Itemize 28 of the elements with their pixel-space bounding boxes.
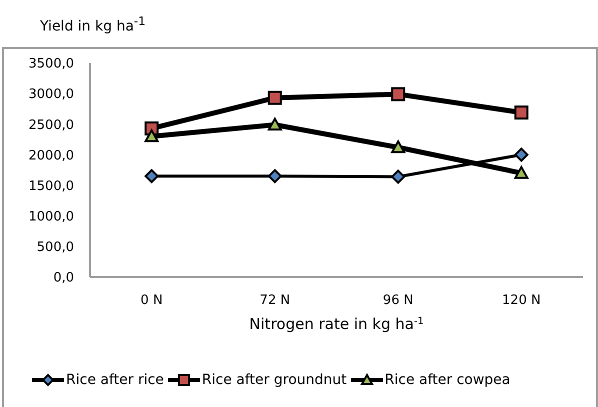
y-tick-label: 3000,0 [28,87,74,102]
legend-label: Rice after rice [66,372,164,388]
point [391,170,406,184]
point [268,169,282,184]
point [144,169,159,184]
legend-label: Rice after cowpea [384,372,510,388]
point [391,87,406,102]
point [268,118,282,131]
y-tick-label: 2500,0 [28,118,74,133]
y-axis-title: Yield in kg ha$^{-1}$ [40,14,146,35]
point [514,148,528,162]
point [144,129,159,142]
y-tick-label: 1500,0 [28,178,74,194]
legend-label: Rice after groundnut [202,372,347,388]
point [514,106,528,120]
point [268,90,282,105]
x-tick-label: 72 N [260,293,290,308]
x-tick-label: 120 N [502,293,541,308]
y-tick-label: 3500,0 [28,56,74,72]
x-tick-label: 0 N [140,293,163,308]
y-tick-label: 0,0 [53,270,74,286]
point [514,166,528,179]
point [391,140,406,154]
y-tick-label: 2000,0 [28,148,74,164]
x-axis-title: Nitrogen rate in kg ha$^{-1}$ [249,315,424,333]
x-tick-label: 96 N [382,293,414,308]
y-tick-label: 500,0 [36,240,74,256]
y-tick-label: 1000,0 [28,209,74,224]
